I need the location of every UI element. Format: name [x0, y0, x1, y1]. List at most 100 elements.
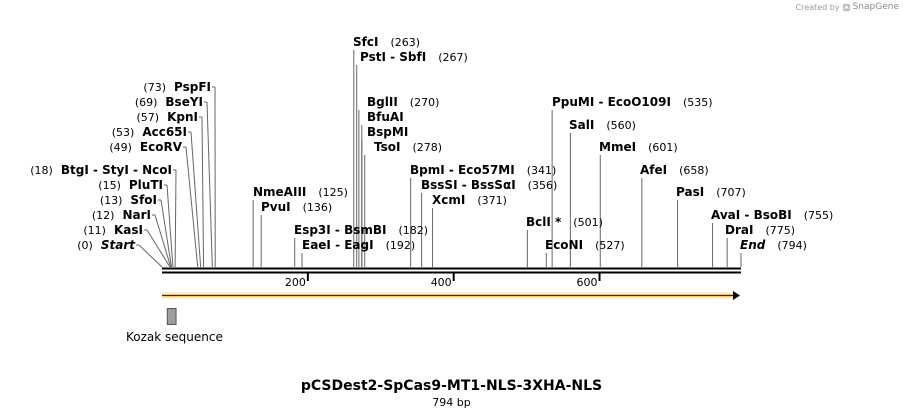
site-sfoi[interactable]: SfoI (13): [100, 193, 157, 207]
site-position: (601): [648, 141, 678, 154]
site-name[interactable]: SfcI: [353, 35, 378, 49]
site-position: (53): [112, 126, 135, 139]
site-tsoi[interactable]: TsoI (278): [374, 140, 442, 154]
site-start[interactable]: Start (0): [77, 238, 136, 252]
site-name[interactable]: XcmI: [432, 193, 465, 207]
site-bseyi[interactable]: BseYI (69): [135, 95, 203, 109]
site-name[interactable]: BclI *: [526, 215, 562, 229]
site-bglii[interactable]: BglII (270): [367, 95, 439, 109]
site-sfci[interactable]: SfcI (263): [353, 35, 420, 49]
site-name[interactable]: Start: [101, 238, 136, 252]
site-name[interactable]: BpmI - Eco57MI: [410, 163, 515, 177]
site-leader-line: [166, 184, 174, 268]
site-position: (15): [98, 179, 121, 192]
site-name[interactable]: BglII: [367, 95, 398, 109]
site-name[interactable]: Acc65I: [142, 125, 187, 139]
site-name[interactable]: PluTI: [129, 178, 163, 192]
site-name[interactable]: BfuAI: [367, 110, 404, 124]
site-econi[interactable]: EcoNI (527): [545, 238, 625, 252]
site-kpni[interactable]: KpnI (57): [137, 110, 199, 124]
site-position: (755): [804, 209, 834, 222]
site-nmeaiii[interactable]: NmeAIII (125): [253, 185, 348, 199]
features: [162, 291, 740, 325]
site-name[interactable]: AfeI: [640, 163, 667, 177]
site-name[interactable]: AvaI - BsoBI: [711, 208, 792, 222]
site-position: (12): [92, 209, 115, 222]
site-bpmi-eco57mi[interactable]: BpmI - Eco57MI (341): [410, 163, 556, 177]
site-pasi[interactable]: PasI (707): [676, 185, 746, 199]
site-bfuai[interactable]: BfuAI: [367, 110, 404, 124]
site-name[interactable]: PspFI: [174, 80, 211, 94]
site-position: (18): [30, 164, 53, 177]
site-name[interactable]: SalI: [569, 118, 594, 132]
site-esp3i-bsmbi[interactable]: Esp3I - BsmBI (182): [294, 223, 428, 237]
site-psti-sbfi[interactable]: PstI - SbfI (267): [360, 50, 468, 64]
site-position: (13): [100, 194, 123, 207]
site-drai[interactable]: DraI (775): [725, 223, 795, 237]
site-bspmi[interactable]: BspMI: [367, 125, 408, 139]
site-name[interactable]: NarI: [122, 208, 151, 222]
site-pspfi[interactable]: PspFI (73): [143, 80, 211, 94]
site-name[interactable]: PasI: [676, 185, 704, 199]
ruler-tick-label: 600: [577, 276, 598, 289]
site-name[interactable]: Esp3I - BsmBI: [294, 223, 386, 237]
site-labels: Start (0) KasI (11) NarI (12) SfoI (13) PluTI (15…: [30, 35, 833, 252]
site-position: (501): [573, 216, 603, 229]
site-afei[interactable]: AfeI (658): [640, 163, 709, 177]
site-name[interactable]: DraI: [725, 223, 753, 237]
site-name[interactable]: BssSI - BssSαI: [421, 178, 516, 192]
ruler: 200 400 600: [285, 273, 601, 289]
site-acc65i[interactable]: Acc65I (53): [112, 125, 187, 139]
site-name[interactable]: PstI - SbfI: [360, 50, 426, 64]
site-name[interactable]: BseYI: [165, 95, 203, 109]
credit-prefix: Created by: [795, 2, 840, 12]
site-name[interactable]: TsoI: [374, 140, 400, 154]
site-name[interactable]: EaeI - EagI: [302, 238, 374, 252]
site-name[interactable]: SfoI: [130, 193, 157, 207]
site-position: (182): [398, 224, 428, 237]
site-btgi-styi-ncoi[interactable]: BtgI - StyI - NcoI (18): [30, 163, 172, 177]
site-pluti[interactable]: PluTI (15): [98, 178, 163, 192]
site-leader-line: [138, 244, 163, 268]
site-position: (341): [527, 164, 557, 177]
site-name[interactable]: PvuI: [261, 200, 291, 214]
site-position: (535): [683, 96, 713, 109]
ruler-tick-label: 200: [285, 276, 306, 289]
site-avai-bsobi[interactable]: AvaI - BsoBI (755): [711, 208, 833, 222]
site-leader-line: [190, 131, 202, 268]
site-pvui[interactable]: PvuI (136): [261, 200, 332, 214]
site-eaei-eagi[interactable]: EaeI - EagI (192): [302, 238, 415, 252]
site-ecorv[interactable]: EcoRV (49): [109, 140, 182, 154]
sequence-backbone: [162, 267, 741, 274]
feature-box-kozak-sequence[interactable]: [166, 308, 177, 325]
site-position: (0): [77, 239, 93, 252]
site-kasi[interactable]: KasI (11): [83, 223, 143, 237]
site-name[interactable]: KasI: [114, 223, 143, 237]
site-position: (278): [412, 141, 442, 154]
site-position: (775): [765, 224, 795, 237]
site-name[interactable]: KpnI: [167, 110, 198, 124]
site-xcmi[interactable]: XcmI (371): [432, 193, 507, 207]
plasmid-name: pCSDest2-SpCas9-MT1-NLS-3XHA-NLS: [300, 378, 603, 394]
site-position: (560): [606, 119, 636, 132]
site-mmei[interactable]: MmeI (601): [599, 140, 678, 154]
credit-brand: SnapGene: [852, 2, 899, 12]
site-position: (136): [303, 201, 333, 214]
site-bcli[interactable]: BclI * (501): [526, 215, 603, 229]
site-nari[interactable]: NarI (12): [92, 208, 151, 222]
site-name[interactable]: BtgI - StyI - NcoI: [61, 163, 172, 177]
site-end[interactable]: End (794): [740, 238, 807, 252]
site-name[interactable]: EcoRV: [140, 140, 183, 154]
site-ppumi-ecoo109i[interactable]: PpuMI - EcoO109I (535): [552, 95, 713, 109]
site-name[interactable]: NmeAIII: [253, 185, 306, 199]
site-bsssi-bsss-i[interactable]: BssSI - BssSαI (356): [421, 178, 557, 192]
site-name[interactable]: End: [740, 238, 766, 252]
site-name[interactable]: EcoNI: [545, 238, 583, 252]
site-name[interactable]: MmeI: [599, 140, 636, 154]
site-name[interactable]: PpuMI - EcoO109I: [552, 95, 671, 109]
site-sali[interactable]: SalI (560): [569, 118, 636, 132]
site-position: (49): [109, 141, 132, 154]
site-name[interactable]: BspMI: [367, 125, 408, 139]
site-position: (11): [83, 224, 106, 237]
